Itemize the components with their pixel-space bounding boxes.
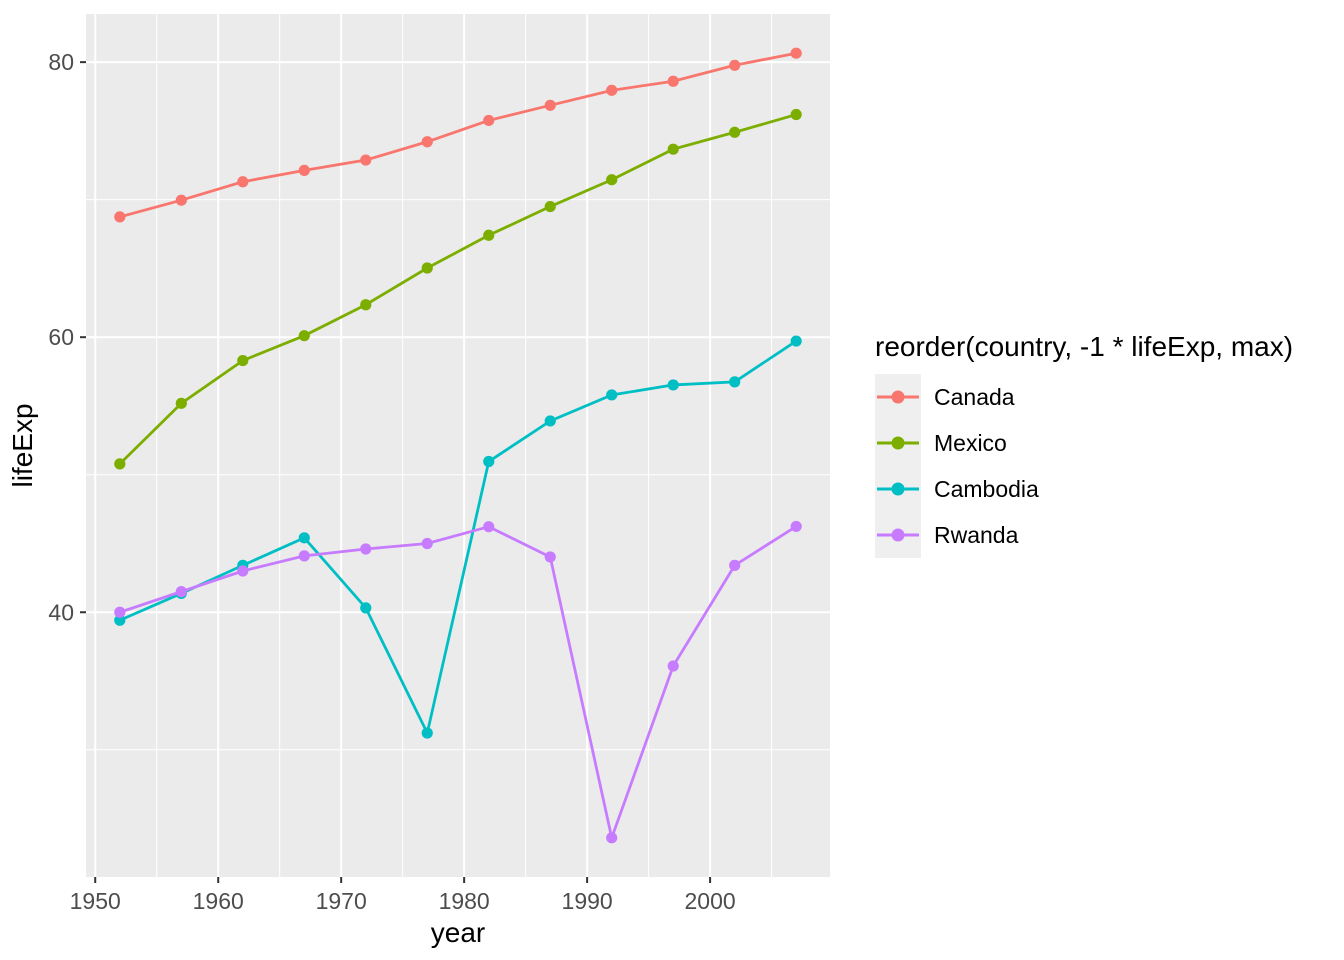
legend-entry-rwanda: Rwanda	[875, 512, 1293, 558]
y-axis-tick-label: 80	[48, 49, 74, 75]
series-line-canada	[119, 51, 797, 219]
data-point-canada	[237, 176, 249, 188]
legend-entry-canada: Canada	[875, 374, 1293, 420]
plot-area: 1950 1960 1970 1980 1990 2000 40 60 80 year lifeEx…	[7, 14, 830, 948]
data-point-canada	[175, 194, 187, 206]
data-point-mexico	[729, 126, 741, 138]
data-point-mexico	[360, 299, 372, 311]
x-axis-tick-label: 1970	[316, 888, 367, 914]
legend-label-cambodia: Cambodia	[934, 475, 1039, 502]
series-line-rwanda	[119, 525, 797, 843]
data-point-mexico	[421, 262, 433, 274]
data-point-cambodia	[421, 727, 433, 739]
x-axis-tick-label: 1990	[562, 888, 613, 914]
legend-label-rwanda: Rwanda	[934, 521, 1019, 548]
data-point-mexico	[606, 174, 618, 186]
data-point-cambodia	[114, 614, 126, 626]
legend-entry-mexico: Mexico	[875, 420, 1293, 466]
x-axis-title: year	[431, 917, 485, 948]
data-point-mexico	[544, 200, 556, 213]
y-axis-tick-label: 60	[48, 324, 74, 350]
data-point-mexico	[114, 458, 126, 470]
data-point-cambodia	[298, 532, 310, 544]
series-line-mexico	[118, 113, 797, 465]
legend-title: reorder(country, -1 * lifeExp, max)	[875, 331, 1294, 362]
data-point-rwanda	[360, 543, 372, 555]
series-line-cambodia	[119, 339, 797, 738]
data-point-mexico	[237, 354, 249, 367]
data-point-rwanda	[114, 606, 126, 618]
legend-entries: Canada Mexico Cambodia Rwanda	[875, 374, 1293, 558]
data-point-canada	[421, 136, 433, 148]
x-axis-tick-label: 1980	[439, 888, 490, 914]
data-point-canada	[606, 84, 618, 96]
data-point-rwanda	[483, 521, 495, 533]
legend-key-rwanda-icon	[875, 512, 921, 558]
data-point-cambodia	[790, 335, 802, 347]
data-point-canada	[483, 114, 495, 127]
y-axis-tick-label: 40	[48, 599, 74, 625]
data-point-rwanda	[544, 551, 556, 563]
data-point-mexico	[483, 229, 495, 241]
data-point-mexico	[298, 330, 310, 342]
data-point-rwanda	[729, 559, 741, 571]
y-axis-title: lifeExp	[7, 403, 38, 487]
legend-key-canada-icon	[875, 374, 921, 420]
x-axis-tick-label: 1960	[193, 888, 244, 914]
data-point-rwanda	[298, 550, 310, 562]
data-point-cambodia	[729, 376, 741, 388]
legend-entry-cambodia: Cambodia	[875, 466, 1293, 512]
data-point-canada	[298, 164, 310, 176]
x-axis-tick-label: 1950	[70, 888, 121, 914]
data-point-rwanda	[421, 537, 433, 550]
data-point-cambodia	[360, 602, 372, 614]
legend-key-cambodia-icon	[875, 466, 921, 512]
x-axis-tick-label: 2000	[685, 888, 736, 914]
data-point-rwanda	[790, 520, 802, 533]
data-point-rwanda	[237, 565, 249, 577]
data-point-canada	[729, 59, 741, 71]
data-point-mexico	[667, 143, 679, 155]
panel-background	[86, 14, 830, 877]
data-point-cambodia	[606, 389, 618, 401]
data-point-rwanda	[667, 660, 679, 672]
data-point-mexico	[175, 397, 187, 409]
data-point-cambodia	[667, 379, 679, 391]
data-point-rwanda	[606, 832, 618, 844]
legend-label-mexico: Mexico	[934, 429, 1007, 456]
data-point-cambodia	[483, 455, 495, 468]
data-point-mexico	[790, 108, 802, 121]
data-point-canada	[544, 99, 556, 111]
legend: reorder(country, -1 * lifeExp, max) Cana…	[875, 330, 1293, 558]
legend-key-mexico-icon	[875, 420, 921, 466]
data-point-canada	[790, 47, 802, 59]
data-point-canada	[667, 75, 679, 87]
legend-label-canada: Canada	[934, 383, 1015, 410]
data-point-cambodia	[544, 415, 556, 427]
data-point-canada	[114, 211, 126, 223]
data-point-canada	[360, 154, 372, 166]
data-point-rwanda	[175, 586, 187, 598]
